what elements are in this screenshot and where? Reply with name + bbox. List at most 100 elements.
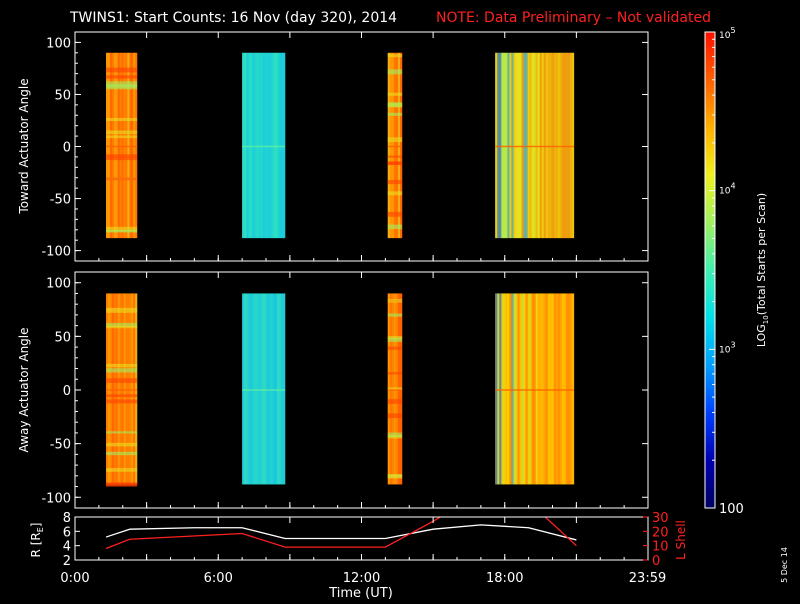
away-block-stripe (387, 413, 403, 419)
toward-block-column (264, 52, 267, 239)
away-block-column (123, 293, 126, 485)
away-block-column (571, 293, 575, 485)
toward-block-column (127, 52, 130, 239)
toward-block-column (537, 52, 540, 239)
away-block-column (543, 293, 547, 485)
away-block-column (250, 293, 253, 485)
away-block-column (525, 293, 528, 485)
toward-block-column (529, 52, 532, 239)
toward-block-stripe (106, 67, 138, 73)
away-block-column (505, 293, 508, 485)
toward-y-tick-label: 0 (63, 141, 71, 156)
toward-block-column (117, 52, 120, 239)
away-block-stripe (387, 298, 403, 303)
toward-block-column (129, 52, 132, 239)
toward-block-column (395, 52, 399, 239)
toward-block-column (503, 52, 506, 239)
away-block-column (264, 293, 267, 485)
toward-block-column (539, 52, 542, 239)
away-block-column (129, 293, 132, 485)
away-block-column (107, 293, 111, 485)
toward-block-column (242, 52, 245, 239)
figure-title: TWINS1: Start Counts: 16 Nov (day 320), … (69, 10, 397, 26)
away-y-tick-label: -100 (41, 491, 71, 506)
preliminary-note: NOTE: Data Preliminary – Not validated (436, 10, 711, 26)
away-y-axis-label: Away Actuator Angle (17, 327, 31, 452)
away-block-stripe (106, 451, 138, 456)
toward-block-column (107, 52, 111, 239)
toward-y-tick-label: -50 (50, 193, 71, 208)
toward-block-column (513, 52, 516, 239)
toward-block-column (244, 52, 247, 239)
away-block-column (509, 293, 512, 485)
toward-block-stripe (387, 69, 403, 75)
away-block-column (565, 293, 569, 485)
toward-block-column (272, 52, 276, 239)
away-block-stripe (106, 325, 138, 329)
away-block-column (278, 293, 282, 485)
toward-block-column (511, 52, 514, 239)
away-block-stripe (387, 399, 403, 404)
away-block-column (537, 293, 540, 485)
toward-block-stripe (387, 179, 403, 185)
orbit-left-y-label: R [RE] (29, 523, 45, 558)
away-block-column (561, 293, 565, 485)
toward-block-column (569, 52, 573, 239)
toward-block-stripe (106, 177, 138, 181)
away-block-column (256, 293, 259, 485)
away-block-stripe (106, 307, 138, 313)
away-block-column (549, 293, 553, 485)
away-block-column (133, 293, 136, 485)
away-y-ticks: 100 50 0 -50 -100 (41, 277, 648, 506)
away-block-column (521, 293, 524, 485)
toward-block-column (250, 52, 253, 239)
away-block-stripe (106, 378, 138, 383)
toward-block-column (547, 52, 551, 239)
away-block-column (523, 293, 526, 485)
away-block-column (547, 293, 551, 485)
toward-block-stripe (387, 137, 403, 142)
away-block-column (266, 293, 270, 485)
toward-block-stripe (106, 117, 138, 122)
orbit-right-tick-label: 20 (652, 525, 669, 540)
orbit-right-tick-label: 10 (652, 540, 669, 555)
away-heatmap-block (387, 293, 403, 485)
away-block-column (513, 293, 516, 485)
colorbar: 100 105 104 103 LOG10(Total Starts per Scan… (704, 26, 770, 517)
toward-block-column (387, 52, 391, 239)
away-block-column (507, 293, 510, 485)
away-heatmap-block (495, 293, 575, 485)
away-block-stripe (106, 442, 138, 447)
away-heatmap-blocks (106, 293, 575, 487)
toward-block-column (119, 52, 122, 239)
toward-block-column (541, 52, 544, 239)
toward-heatmap-block (106, 52, 138, 239)
away-y-tick-label: 100 (46, 277, 71, 292)
toward-block-column (123, 52, 126, 239)
away-block-column (274, 293, 278, 485)
colorbar-tick-label: 103 (719, 340, 736, 355)
toward-block-column (549, 52, 553, 239)
away-block-column (569, 293, 573, 485)
away-block-column (252, 293, 255, 485)
toward-block-column (499, 52, 502, 239)
away-block-column (557, 293, 561, 485)
away-block-column (276, 293, 280, 485)
toward-block-column (495, 52, 498, 239)
orbit-right-y-label: L Shell (674, 520, 688, 560)
toward-y-tick-label: 100 (46, 36, 71, 51)
toward-block-column (270, 52, 274, 239)
away-y-tick-label: 0 (63, 384, 71, 399)
toward-block-column (397, 52, 401, 239)
away-block-column (535, 293, 538, 485)
orbit-left-tick-label: 6 (63, 525, 71, 540)
toward-block-column (106, 52, 109, 239)
toward-block-column (268, 52, 272, 239)
away-block-column (567, 293, 571, 485)
orbit-left-tick-label: 4 (63, 540, 71, 555)
toward-block-column (519, 52, 522, 239)
away-block-column (119, 293, 122, 485)
away-block-column (244, 293, 247, 485)
away-block-column (272, 293, 276, 485)
